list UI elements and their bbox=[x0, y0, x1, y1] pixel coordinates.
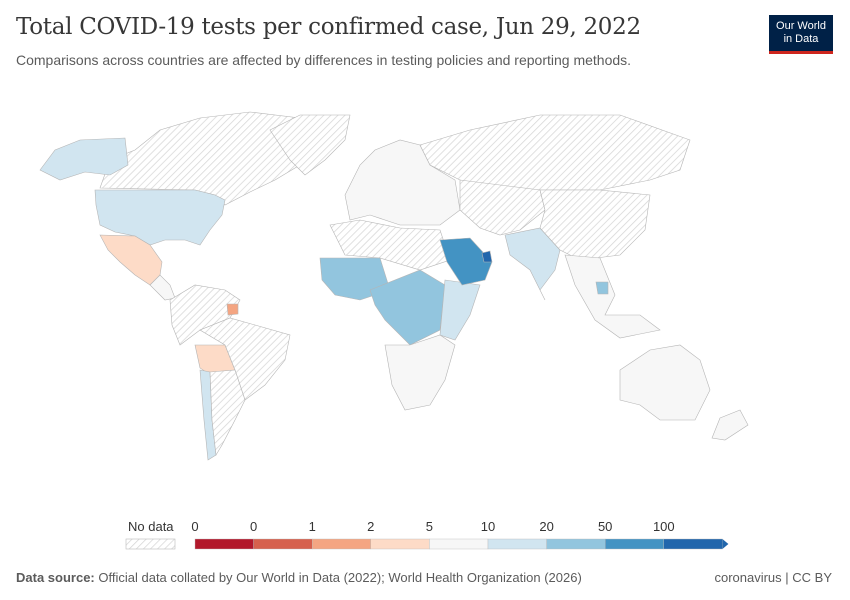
legend-bin-swatch[interactable] bbox=[487, 538, 547, 550]
source-text: Official data collated by Our World in D… bbox=[98, 570, 582, 585]
country-russia[interactable] bbox=[419, 114, 691, 191]
footer-right-links[interactable]: coronavirus | CC BY bbox=[714, 570, 832, 585]
source-label: Data source: bbox=[16, 570, 95, 585]
legend-bin-label: 5 bbox=[426, 519, 433, 534]
country-central-africa[interactable] bbox=[369, 269, 446, 346]
country-qatar[interactable] bbox=[481, 250, 493, 263]
country-united-states[interactable] bbox=[94, 189, 226, 246]
country-southeast-asia[interactable] bbox=[564, 254, 661, 339]
country-suriname[interactable] bbox=[226, 303, 239, 316]
country-east-africa[interactable] bbox=[439, 279, 481, 341]
country-southern-africa[interactable] bbox=[384, 334, 456, 411]
owid-logo[interactable]: Our World in Data bbox=[769, 15, 833, 54]
legend-bin-swatch[interactable] bbox=[312, 538, 372, 550]
logo-line1: Our World bbox=[776, 20, 826, 32]
legend-bin-label: 50 bbox=[598, 519, 612, 534]
legend-bin-swatch[interactable] bbox=[605, 538, 665, 550]
data-source: Data source: Official data collated by O… bbox=[16, 570, 582, 585]
country-china[interactable] bbox=[539, 189, 651, 261]
legend-bin-swatch[interactable] bbox=[194, 538, 254, 550]
legend-bin-label: 100 bbox=[653, 519, 675, 534]
country-cambodia[interactable] bbox=[595, 281, 609, 295]
legend-bin-label: 1 bbox=[309, 519, 316, 534]
legend-bin-swatch[interactable] bbox=[546, 538, 606, 550]
map-legend: No data 0 0 1 2 5 10 20 50 100 bbox=[125, 519, 729, 550]
logo-line2: in Data bbox=[783, 33, 819, 45]
country-greenland[interactable] bbox=[269, 114, 351, 176]
country-saudi-arabia[interactable] bbox=[439, 237, 493, 286]
legend-arrow bbox=[722, 539, 729, 549]
world-map bbox=[39, 111, 749, 461]
legend-bin-label: 20 bbox=[539, 519, 553, 534]
legend-bin-swatch[interactable] bbox=[253, 538, 313, 550]
country-new-zealand[interactable] bbox=[711, 409, 749, 441]
legend-bin-swatch[interactable] bbox=[663, 538, 723, 550]
country-australia[interactable] bbox=[619, 344, 711, 421]
legend-bin-swatch[interactable] bbox=[429, 538, 489, 550]
country-alaska-united-states-[interactable] bbox=[39, 137, 129, 181]
legend-bin-label: 10 bbox=[481, 519, 495, 534]
subtitle: Comparisons across countries are affecte… bbox=[16, 52, 632, 68]
legend-no-data-label: No data bbox=[128, 519, 174, 534]
legend-bin-swatch[interactable] bbox=[370, 538, 430, 550]
country-argentina[interactable] bbox=[209, 369, 246, 456]
legend-no-data-swatch bbox=[125, 538, 176, 550]
country-central-america[interactable] bbox=[149, 274, 176, 301]
legend-bin-label: 0 bbox=[191, 519, 198, 534]
page-title: Total COVID-19 tests per confirmed case,… bbox=[16, 14, 641, 40]
legend-bin-label: 0 bbox=[250, 519, 257, 534]
country-europe[interactable] bbox=[344, 139, 461, 226]
country-brazil[interactable] bbox=[199, 317, 291, 401]
legend-bin-label: 2 bbox=[367, 519, 374, 534]
